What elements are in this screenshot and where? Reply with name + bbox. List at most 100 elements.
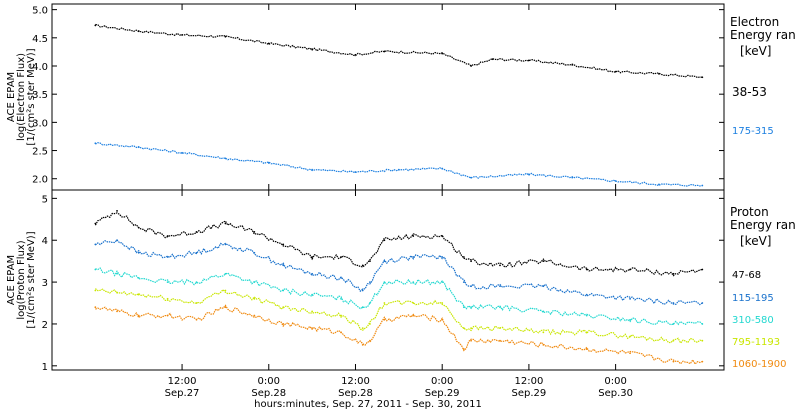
data-point	[383, 239, 386, 242]
data-point	[441, 302, 444, 304]
data-point	[585, 348, 588, 350]
data-point	[462, 306, 465, 309]
legend-entry: 115-195	[732, 293, 774, 304]
data-point	[672, 323, 675, 325]
data-point	[542, 260, 545, 263]
x-tick-label-date: Sep.27	[165, 388, 200, 399]
x-tick-label-date: Sep.30	[598, 388, 633, 399]
data-point	[397, 168, 400, 171]
legend-unit: [keV]	[740, 44, 771, 58]
data-point	[369, 302, 371, 304]
data-point	[195, 302, 198, 304]
data-point	[253, 314, 256, 317]
y-tick-label: 3.5	[32, 90, 48, 101]
data-point	[282, 323, 285, 325]
data-point	[701, 302, 704, 304]
data-point	[224, 35, 227, 38]
data-point	[441, 256, 444, 258]
data-point	[94, 243, 97, 246]
data-point	[629, 352, 631, 355]
data-point	[462, 348, 465, 350]
data-point	[340, 256, 342, 258]
data-point	[441, 52, 444, 55]
data-point	[267, 162, 270, 164]
series-175-315	[94, 142, 704, 187]
data-point	[94, 268, 97, 271]
series-line	[95, 267, 703, 326]
data-point	[94, 306, 97, 309]
data-point	[94, 222, 97, 225]
data-point	[672, 339, 675, 342]
data-point	[116, 310, 118, 313]
series-38-53	[94, 23, 704, 79]
data-point	[224, 272, 227, 275]
y-tick-label: 2.5	[32, 147, 48, 158]
data-point	[629, 335, 631, 338]
data-point	[311, 48, 314, 50]
data-point	[166, 297, 169, 300]
x-tick-label-time: 0:00	[431, 376, 453, 387]
data-point	[462, 281, 465, 283]
y-axis-label: [1/(cm²s ster MeV)]	[26, 231, 37, 328]
data-point	[412, 235, 415, 237]
data-point	[470, 176, 472, 179]
data-point	[361, 343, 364, 346]
data-point	[614, 180, 617, 182]
data-point	[701, 323, 704, 325]
data-point	[116, 239, 118, 242]
data-point	[701, 339, 704, 342]
series-47-68	[94, 210, 704, 277]
data-point	[369, 339, 371, 342]
y-tick-label: 5.0	[32, 6, 48, 17]
data-point	[614, 70, 617, 73]
data-point	[253, 297, 256, 300]
data-point	[441, 281, 444, 283]
y-axis-label: [1/(cm²s ster MeV)]	[26, 48, 37, 145]
data-point	[311, 168, 314, 171]
data-point	[383, 50, 386, 53]
data-point	[224, 289, 227, 292]
data-point	[354, 53, 357, 56]
data-point	[94, 289, 97, 292]
data-point	[94, 142, 97, 145]
data-point	[311, 256, 314, 258]
data-point	[195, 318, 198, 321]
data-point	[542, 343, 545, 346]
data-point	[470, 65, 472, 67]
data-point	[282, 264, 285, 267]
data-point	[181, 34, 183, 36]
data-point	[658, 183, 660, 186]
data-point	[137, 293, 140, 296]
data-point	[311, 327, 314, 330]
data-point	[383, 260, 386, 263]
data-point	[311, 310, 314, 313]
data-point	[369, 323, 371, 325]
data-point	[361, 306, 364, 309]
data-point	[629, 318, 631, 321]
legend-subtitle: Energy ran	[730, 218, 796, 232]
data-point	[267, 42, 270, 45]
data-point	[116, 210, 118, 212]
x-tick-label-time: 12:00	[341, 376, 370, 387]
data-point	[195, 230, 198, 233]
data-point	[499, 306, 501, 309]
data-point	[412, 256, 415, 258]
data-point	[311, 272, 314, 275]
series-line	[95, 142, 703, 187]
data-point	[470, 285, 472, 288]
data-point	[542, 331, 545, 334]
data-point	[701, 184, 704, 187]
legend-subtitle: Energy ran	[730, 28, 796, 42]
data-point	[491, 58, 494, 61]
plot-frame-2	[51, 189, 725, 371]
data-point	[340, 331, 342, 334]
data-point	[412, 302, 415, 304]
data-point	[116, 272, 118, 275]
data-point	[383, 318, 386, 321]
data-point	[253, 230, 256, 233]
data-point	[470, 260, 472, 263]
data-point	[701, 360, 704, 363]
legend-entry: 1060-1900	[732, 359, 787, 370]
